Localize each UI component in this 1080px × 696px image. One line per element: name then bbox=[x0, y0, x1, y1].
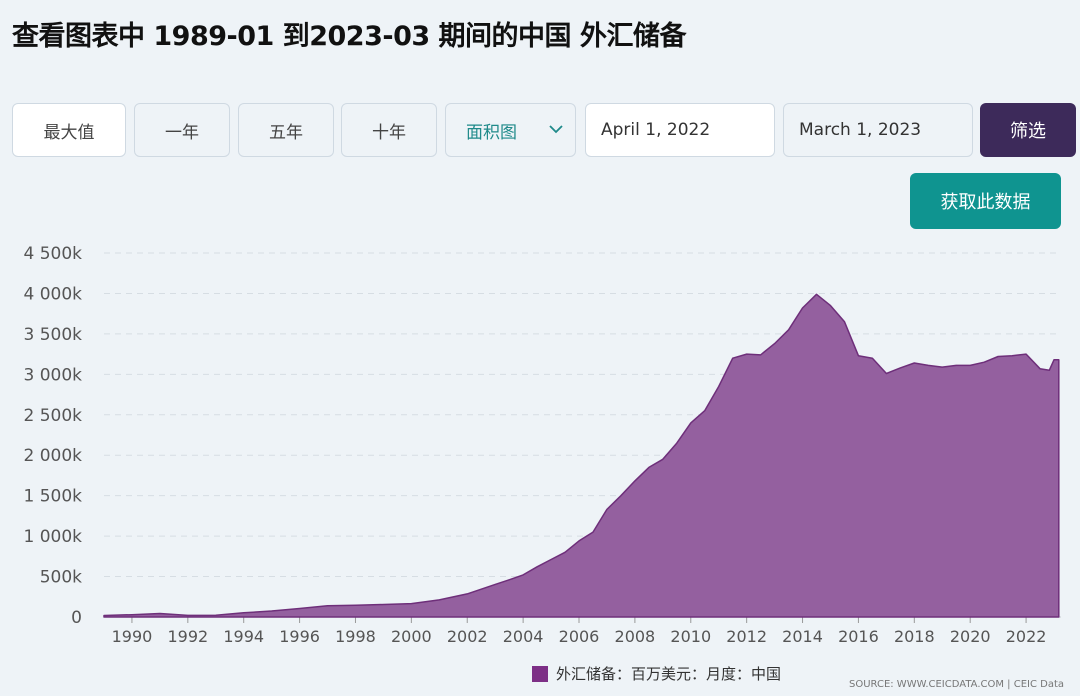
y-tick-label: 3 000k bbox=[23, 365, 82, 385]
x-tick-label: 2020 bbox=[950, 627, 991, 646]
range-5y-button[interactable]: 五年 bbox=[238, 103, 334, 157]
page-title: 查看图表中 1989-01 到2023-03 期间的中国 外汇储备 bbox=[12, 21, 686, 52]
range-10y-button[interactable]: 十年 bbox=[341, 103, 437, 157]
range-max-button[interactable]: 最大值 bbox=[12, 103, 126, 157]
area-chart: 0 500k 1 000k 1 500k 2 000k 2 500k 3 000k 3 500… bbox=[23, 244, 1061, 646]
x-tick-label: 2006 bbox=[559, 627, 600, 646]
y-tick-label: 4 000k bbox=[23, 284, 82, 304]
y-tick-label: 0 bbox=[71, 608, 82, 628]
y-tick-label: 2 500k bbox=[23, 406, 82, 426]
chart-type-select-value: 面积图 bbox=[466, 122, 517, 143]
y-tick-label: 3 500k bbox=[23, 325, 82, 345]
end-date-input[interactable]: March 1, 2023 bbox=[783, 103, 973, 157]
y-axis-ticks: 0 500k 1 000k 1 500k 2 000k 2 500k 3 000k 3 500… bbox=[23, 244, 82, 628]
x-tick-label: 2016 bbox=[838, 627, 879, 646]
filter-button[interactable]: 筛选 bbox=[980, 103, 1076, 157]
x-tick-label: 2018 bbox=[894, 627, 935, 646]
x-tick-label: 2014 bbox=[782, 627, 823, 646]
chart-type-select[interactable]: 面积图 bbox=[445, 103, 576, 157]
y-tick-label: 4 500k bbox=[23, 244, 82, 264]
legend: 外汇储备：百万美元：月度：中国 bbox=[532, 663, 781, 684]
start-date-input[interactable]: April 1, 2022 bbox=[585, 103, 775, 157]
x-tick-label: 2002 bbox=[447, 627, 488, 646]
x-tick-label: 2000 bbox=[391, 627, 432, 646]
legend-label: 外汇储备：百万美元：月度：中国 bbox=[556, 665, 782, 683]
range-1y-button[interactable]: 一年 bbox=[134, 103, 230, 157]
grid-lines bbox=[104, 252, 1061, 618]
x-tick-label: 2008 bbox=[615, 627, 656, 646]
y-tick-label: 2 000k bbox=[23, 446, 82, 466]
x-tick-label: 2012 bbox=[726, 627, 767, 646]
x-axis-ticks: 1990 1992 1994 1996 1998 2000 2002 2004 2006 2008… bbox=[112, 617, 1047, 646]
reserves-area bbox=[103, 293, 1060, 618]
x-tick-label: 1996 bbox=[279, 627, 320, 646]
y-tick-label: 500k bbox=[40, 568, 82, 588]
source-credit: SOURCE: WWW.CEICDATA.COM | CEIC Data bbox=[848, 679, 1064, 690]
y-tick-label: 1 500k bbox=[23, 487, 82, 507]
x-tick-label: 2004 bbox=[503, 627, 544, 646]
x-tick-label: 2022 bbox=[1006, 627, 1047, 646]
get-data-button[interactable]: 获取此数据 bbox=[910, 173, 1061, 229]
x-tick-label: 1998 bbox=[335, 627, 376, 646]
x-tick-label: 2010 bbox=[670, 627, 711, 646]
y-tick-label: 1 000k bbox=[23, 527, 82, 547]
chevron-down-icon bbox=[549, 125, 563, 134]
x-tick-label: 1990 bbox=[112, 627, 153, 646]
x-tick-label: 1994 bbox=[223, 627, 264, 646]
legend-swatch bbox=[532, 665, 548, 682]
x-tick-label: 1992 bbox=[167, 627, 208, 646]
